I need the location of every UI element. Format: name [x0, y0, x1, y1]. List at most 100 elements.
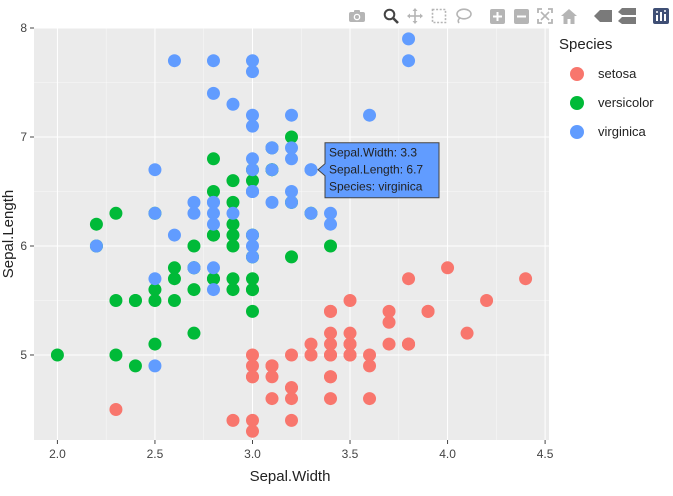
data-point-virginica[interactable]	[402, 32, 416, 46]
data-point-virginica[interactable]	[363, 108, 377, 122]
data-point-setosa[interactable]	[324, 304, 338, 318]
data-point-virginica[interactable]	[285, 195, 298, 209]
data-point-virginica[interactable]	[245, 54, 259, 68]
data-point-setosa[interactable]	[382, 315, 396, 329]
data-point-virginica[interactable]	[206, 217, 220, 231]
data-point-virginica[interactable]	[265, 163, 279, 177]
data-point-versicolor[interactable]	[245, 283, 259, 297]
data-point-setosa[interactable]	[480, 293, 494, 307]
data-point-virginica[interactable]	[206, 283, 220, 297]
data-point-setosa[interactable]	[402, 337, 416, 351]
data-point-virginica[interactable]	[265, 195, 279, 209]
data-point-setosa[interactable]	[285, 348, 298, 362]
plot-background[interactable]	[34, 28, 549, 440]
reset-axes-icon[interactable]	[558, 5, 580, 27]
data-point-versicolor[interactable]	[324, 239, 338, 253]
data-point-setosa[interactable]	[324, 326, 338, 340]
data-point-virginica[interactable]	[148, 272, 162, 286]
data-point-versicolor[interactable]	[206, 152, 220, 166]
data-point-virginica[interactable]	[245, 152, 259, 166]
data-point-versicolor[interactable]	[226, 217, 240, 231]
data-point-versicolor[interactable]	[226, 228, 240, 242]
data-point-setosa[interactable]	[245, 424, 259, 438]
data-point-virginica[interactable]	[304, 163, 318, 177]
data-point-virginica[interactable]	[285, 184, 298, 198]
data-point-setosa[interactable]	[382, 304, 396, 318]
data-point-virginica[interactable]	[245, 239, 259, 253]
data-point-setosa[interactable]	[363, 359, 377, 373]
data-point-setosa[interactable]	[441, 261, 455, 275]
data-point-versicolor[interactable]	[226, 272, 240, 286]
data-point-setosa[interactable]	[245, 413, 259, 427]
data-point-versicolor[interactable]	[245, 272, 259, 286]
data-point-virginica[interactable]	[206, 86, 220, 100]
data-point-virginica[interactable]	[187, 195, 201, 209]
data-point-virginica[interactable]	[245, 228, 259, 242]
spike-lines-icon[interactable]	[592, 5, 614, 27]
data-point-setosa[interactable]	[265, 359, 279, 373]
data-point-virginica[interactable]	[187, 206, 201, 220]
data-point-virginica[interactable]	[206, 54, 220, 68]
data-point-virginica[interactable]	[148, 206, 162, 220]
data-point-versicolor[interactable]	[89, 217, 103, 231]
data-point-virginica[interactable]	[285, 108, 298, 122]
data-point-virginica[interactable]	[226, 97, 240, 111]
autoscale-icon[interactable]	[534, 5, 556, 27]
data-point-versicolor[interactable]	[206, 184, 220, 198]
data-point-versicolor[interactable]	[285, 130, 298, 144]
data-point-setosa[interactable]	[245, 370, 259, 384]
data-point-virginica[interactable]	[245, 65, 259, 79]
zoom-in-icon[interactable]	[486, 5, 508, 27]
data-point-setosa[interactable]	[343, 337, 357, 351]
data-point-setosa[interactable]	[363, 392, 377, 406]
zoom-icon[interactable]	[380, 5, 402, 27]
data-point-versicolor[interactable]	[128, 293, 142, 307]
plotly-logo-icon[interactable]	[650, 5, 672, 27]
data-point-virginica[interactable]	[167, 228, 181, 242]
data-point-setosa[interactable]	[324, 392, 338, 406]
data-point-versicolor[interactable]	[109, 206, 123, 220]
data-point-versicolor[interactable]	[245, 174, 259, 188]
data-point-versicolor[interactable]	[148, 337, 162, 351]
data-point-setosa[interactable]	[285, 413, 298, 427]
data-point-virginica[interactable]	[285, 141, 298, 155]
data-point-setosa[interactable]	[285, 381, 298, 395]
data-point-versicolor[interactable]	[167, 272, 181, 286]
data-point-versicolor[interactable]	[206, 272, 220, 286]
data-point-setosa[interactable]	[245, 359, 259, 373]
compare-hover-icon[interactable]	[616, 5, 638, 27]
zoom-out-icon[interactable]	[510, 5, 532, 27]
data-point-versicolor[interactable]	[187, 326, 201, 340]
data-point-versicolor[interactable]	[226, 174, 240, 188]
data-point-setosa[interactable]	[324, 370, 338, 384]
data-point-setosa[interactable]	[343, 348, 357, 362]
data-point-virginica[interactable]	[148, 359, 162, 373]
data-point-setosa[interactable]	[519, 272, 533, 286]
data-point-virginica[interactable]	[324, 217, 338, 231]
data-point-virginica[interactable]	[402, 54, 416, 68]
box-select-icon[interactable]	[428, 5, 450, 27]
data-point-setosa[interactable]	[421, 304, 435, 318]
data-point-setosa[interactable]	[245, 348, 259, 362]
data-point-virginica[interactable]	[245, 119, 259, 133]
data-point-versicolor[interactable]	[226, 239, 240, 253]
data-point-versicolor[interactable]	[128, 359, 142, 373]
data-point-versicolor[interactable]	[167, 293, 181, 307]
data-point-versicolor[interactable]	[109, 293, 123, 307]
data-point-versicolor[interactable]	[50, 348, 64, 362]
data-point-versicolor[interactable]	[206, 228, 220, 242]
data-point-setosa[interactable]	[285, 392, 298, 406]
data-point-versicolor[interactable]	[187, 239, 201, 253]
data-point-virginica[interactable]	[206, 261, 220, 275]
data-point-setosa[interactable]	[343, 326, 357, 340]
data-point-virginica[interactable]	[245, 184, 259, 198]
data-point-versicolor[interactable]	[148, 283, 162, 297]
data-point-setosa[interactable]	[343, 293, 357, 307]
data-point-setosa[interactable]	[304, 348, 318, 362]
data-point-setosa[interactable]	[304, 337, 318, 351]
data-point-setosa[interactable]	[226, 413, 240, 427]
lasso-select-icon[interactable]	[452, 5, 474, 27]
data-point-setosa[interactable]	[324, 348, 338, 362]
data-point-setosa[interactable]	[265, 370, 279, 384]
data-point-virginica[interactable]	[167, 54, 181, 68]
